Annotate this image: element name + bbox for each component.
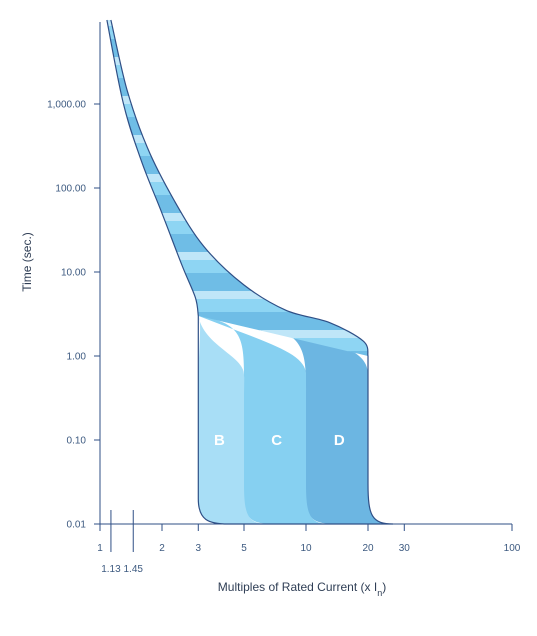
plot-area bbox=[106, 19, 394, 525]
band-stripe bbox=[106, 117, 369, 136]
x-tick-label: 30 bbox=[399, 543, 411, 554]
y-axis-title: Time (sec.) bbox=[20, 232, 34, 292]
y-tick-label: 10.00 bbox=[61, 268, 86, 279]
zone-area-d bbox=[198, 315, 393, 524]
y-tick-label: 1.00 bbox=[67, 352, 87, 363]
band-stripe bbox=[106, 273, 369, 292]
band-stripe bbox=[106, 78, 369, 97]
band-stripe bbox=[106, 221, 369, 235]
band-stripe bbox=[106, 104, 369, 118]
band-stripe bbox=[106, 312, 369, 331]
y-tick-label: 0.01 bbox=[67, 520, 87, 531]
x-axis-title-suffix: ) bbox=[382, 580, 386, 594]
x-tick-label: 10 bbox=[300, 543, 312, 554]
curve-outline bbox=[106, 19, 394, 525]
band-stripe bbox=[106, 65, 369, 79]
x-tick-label: 1 bbox=[97, 543, 103, 554]
band-stripe bbox=[106, 96, 369, 105]
band-stripe bbox=[106, 291, 369, 300]
x-axis-title: Multiples of Rated Current (x In) bbox=[218, 580, 386, 598]
x-tick-label-secondary: 1.45 bbox=[124, 564, 144, 575]
band-stripe bbox=[106, 39, 369, 58]
thermal-band bbox=[106, 20, 369, 356]
x-axis: 1 2 3 5 10 20 30 100 1.13 1.45 bbox=[97, 510, 521, 575]
zone-label-c: C bbox=[271, 432, 282, 449]
y-tick-label: 1,000.00 bbox=[47, 100, 86, 111]
zone-label-d: D bbox=[334, 432, 345, 449]
band-stripe bbox=[106, 57, 369, 66]
band-stripe bbox=[106, 330, 369, 339]
x-tick-label: 5 bbox=[241, 543, 247, 554]
band-stripe bbox=[106, 299, 369, 313]
band-stripe bbox=[106, 260, 369, 274]
x-tick-label: 100 bbox=[504, 543, 521, 554]
band-stripe bbox=[106, 143, 369, 157]
band-stripe bbox=[106, 252, 369, 261]
band-stripe bbox=[106, 20, 369, 27]
x-tick-label: 2 bbox=[159, 543, 165, 554]
y-tick-label: 0.10 bbox=[67, 436, 87, 447]
band-stripe bbox=[106, 182, 369, 196]
zone-label-b: B bbox=[214, 432, 225, 449]
x-tick-label-secondary: 1.13 bbox=[101, 564, 121, 575]
zone-area-c bbox=[198, 315, 331, 524]
x-tick-label: 3 bbox=[196, 543, 202, 554]
x-axis-title-subscript: n bbox=[377, 588, 382, 598]
band-stripe bbox=[106, 135, 369, 144]
y-axis: 0.01 0.10 1.00 10.00 100.00 1,000.00 bbox=[47, 22, 101, 531]
y-tick-label: 100.00 bbox=[55, 184, 86, 195]
band-stripe bbox=[106, 156, 369, 175]
band-stripe bbox=[106, 26, 369, 40]
zone-area-b bbox=[198, 315, 269, 524]
x-axis-title-main: Multiples of Rated Current (x I bbox=[218, 580, 377, 594]
band-stripe bbox=[106, 234, 369, 253]
x-tick-label: 20 bbox=[362, 543, 374, 554]
